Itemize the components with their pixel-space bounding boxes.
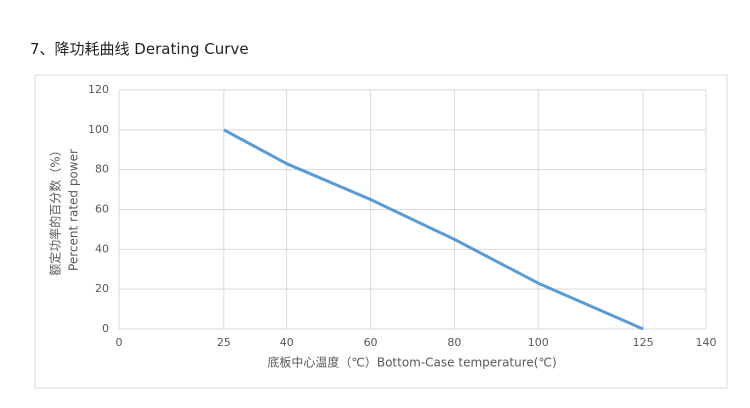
y-axis-label: Percent rated power	[67, 149, 81, 271]
x-tick-label: 40	[280, 336, 294, 349]
y-tick-label: 80	[95, 163, 109, 176]
x-tick-label: 140	[696, 336, 717, 349]
x-tick-label: 80	[447, 336, 461, 349]
y-tick-label: 60	[95, 203, 109, 216]
y-tick-label: 100	[88, 123, 109, 136]
x-tick-label: 100	[528, 336, 549, 349]
x-tick-label: 0	[116, 336, 123, 349]
y-axis-label: 额定功率的百分数（%）	[48, 144, 63, 275]
chart-frame	[34, 74, 728, 389]
heading: 7、降功耗曲线 Derating Curve	[30, 40, 249, 58]
x-tick-label: 60	[364, 336, 378, 349]
data-line	[223, 128, 644, 331]
y-tick-label: 20	[95, 282, 109, 295]
y-tick-label: 40	[95, 242, 109, 255]
x-tick-label: 125	[633, 336, 654, 349]
x-tick-label: 25	[217, 336, 231, 349]
y-tick-label: 0	[102, 322, 109, 335]
y-tick-label: 120	[88, 83, 109, 96]
x-axis-label: 底板中心温度（℃）Bottom-Case temperature(℃)	[267, 355, 556, 370]
